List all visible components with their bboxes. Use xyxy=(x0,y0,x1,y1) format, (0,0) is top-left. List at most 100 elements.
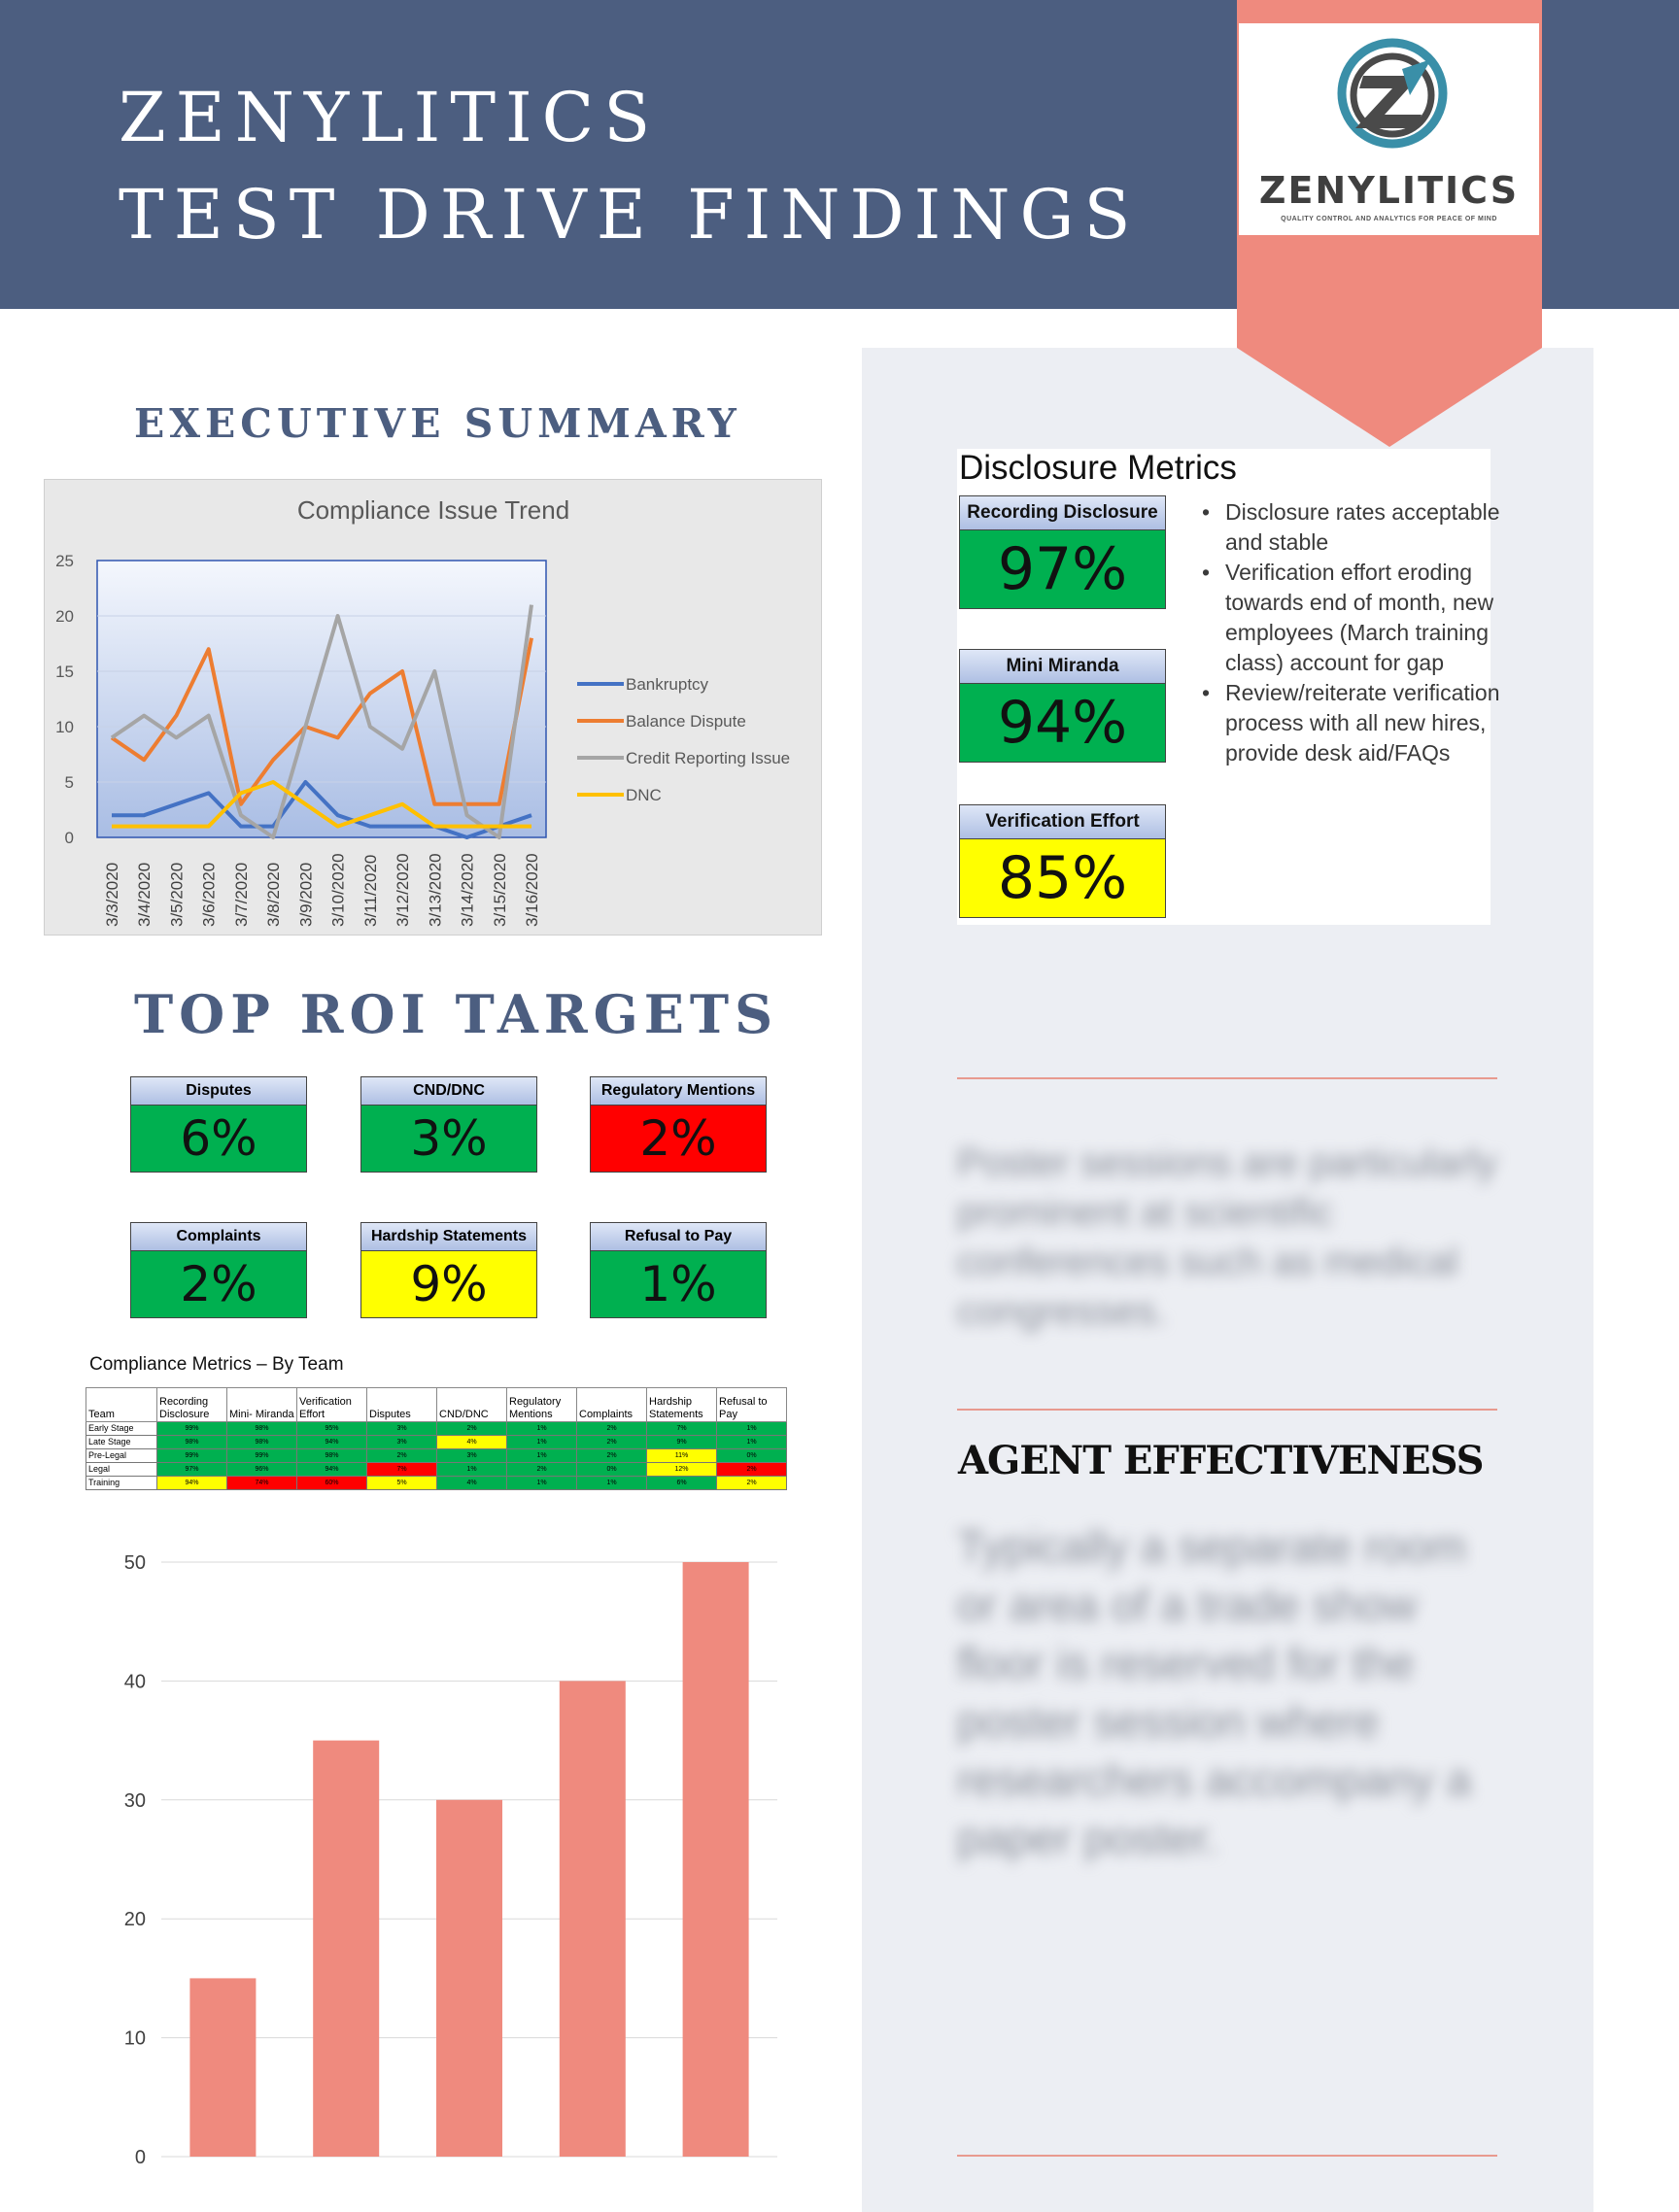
y-tick-label: 20 xyxy=(55,607,74,626)
metric-cell: 3% xyxy=(366,1435,437,1449)
x-tick-label: 3/7/2020 xyxy=(232,863,251,927)
metric-cell: 99% xyxy=(156,1448,227,1463)
y-tick-label: 20 xyxy=(124,1909,146,1930)
roi-value: 1% xyxy=(591,1251,766,1317)
top-roi-heading: TOP ROI TARGETS xyxy=(134,983,779,1045)
y-tick-label: 25 xyxy=(55,552,74,570)
metric-cell: 99% xyxy=(156,1421,227,1436)
metric-cell: 98% xyxy=(226,1435,297,1449)
metric-cell: 1% xyxy=(506,1421,577,1436)
roi-card-regulatory-mentions: Regulatory Mentions 2% xyxy=(590,1076,767,1173)
x-tick-label: 3/14/2020 xyxy=(459,853,477,927)
trend-chart-title: Compliance Issue Trend xyxy=(297,495,569,525)
x-tick-label: 3/9/2020 xyxy=(296,863,315,927)
metric-cell: 2% xyxy=(436,1421,507,1436)
series-line-balance-dispute xyxy=(110,637,533,806)
mini-miranda-card: Mini Miranda 94% xyxy=(959,649,1166,763)
metric-cell: 1% xyxy=(576,1476,647,1490)
metric-cell: 94% xyxy=(296,1462,367,1477)
column-header: Disputes xyxy=(366,1387,437,1422)
metric-cell: 96% xyxy=(226,1462,297,1477)
metric-cell: 1% xyxy=(716,1435,787,1449)
divider xyxy=(957,2155,1497,2157)
metric-cell: 7% xyxy=(646,1421,717,1436)
roi-label: Regulatory Mentions xyxy=(591,1077,766,1106)
column-header: Mini- Miranda xyxy=(226,1387,297,1422)
roi-label: Refusal to Pay xyxy=(591,1223,766,1251)
table-row: Early Stage 99% 98% 95% 3% 2% 1% 2% 7% 1% xyxy=(86,1421,787,1436)
metric-value: 97% xyxy=(960,530,1165,608)
team-metrics-title: Compliance Metrics – By Team xyxy=(89,1354,344,1375)
logo-wordmark: ZENYLITICS xyxy=(1258,169,1520,212)
metric-cell: 3% xyxy=(366,1421,437,1436)
team-name-cell: Pre-Legal xyxy=(86,1448,157,1463)
metric-cell: 5% xyxy=(366,1476,437,1490)
y-tick-label: 50 xyxy=(124,1552,146,1574)
bullet-item: Verification effort eroding towards end … xyxy=(1202,558,1517,678)
team-name-cell: Training xyxy=(86,1476,157,1490)
metric-cell: 6% xyxy=(646,1476,717,1490)
team-name-cell: Late Stage xyxy=(86,1435,157,1449)
roi-value: 2% xyxy=(591,1106,766,1172)
bar xyxy=(436,1799,502,2157)
roi-value: 9% xyxy=(361,1251,536,1317)
x-tick-label: 3/10/2020 xyxy=(329,853,348,927)
column-header: Team xyxy=(86,1387,157,1422)
x-tick-label: 3/6/2020 xyxy=(200,863,219,927)
metric-cell: 1% xyxy=(506,1435,577,1449)
column-header: Complaints xyxy=(576,1387,647,1422)
x-tick-label: 3/13/2020 xyxy=(426,853,444,927)
x-tick-label: 3/3/2020 xyxy=(103,863,121,927)
x-tick-label: 3/12/2020 xyxy=(394,853,412,927)
metric-cell: 2% xyxy=(716,1462,787,1477)
x-tick-label: 3/15/2020 xyxy=(491,853,509,927)
disclosure-metrics-title: Disclosure Metrics xyxy=(959,449,1237,487)
trend-chart-panel: Compliance Issue Trend 0 5 10 15 20 25 3/3/20… xyxy=(44,479,822,936)
bar-chart: 0 10 20 30 40 50 xyxy=(124,1552,777,2166)
metric-cell: 7% xyxy=(366,1462,437,1477)
metric-cell: 4% xyxy=(436,1435,507,1449)
metric-cell: 1% xyxy=(436,1462,507,1477)
metric-value: 94% xyxy=(960,684,1165,762)
team-name-cell: Early Stage xyxy=(86,1421,157,1436)
y-tick-label: 10 xyxy=(55,718,74,736)
legend-label: DNC xyxy=(626,786,662,804)
metric-cell: 9% xyxy=(646,1435,717,1449)
bar xyxy=(682,1562,749,2157)
metric-cell: 97% xyxy=(156,1462,227,1477)
column-header: Hardship Statements xyxy=(646,1387,717,1422)
column-header: Refusal to Pay xyxy=(716,1387,787,1422)
metric-cell: 2% xyxy=(576,1435,647,1449)
legend-label: Bankruptcy xyxy=(626,675,709,694)
roi-label: Hardship Statements xyxy=(361,1223,536,1251)
metric-cell: 2% xyxy=(576,1448,647,1463)
metric-cell: 2% xyxy=(506,1462,577,1477)
table-header-row: Team Recording Disclosure Mini- Miranda … xyxy=(86,1387,787,1422)
y-tick-label: 15 xyxy=(55,663,74,681)
metric-cell: 98% xyxy=(156,1435,227,1449)
roi-value: 6% xyxy=(131,1106,306,1172)
metric-cell: 4% xyxy=(436,1476,507,1490)
logo: ZENYLITICS QUALITY CONTROL AND ANALYTICS… xyxy=(1239,23,1539,235)
metric-cell: 74% xyxy=(226,1476,297,1490)
metric-cell: 60% xyxy=(296,1476,367,1490)
metric-cell: 2% xyxy=(716,1476,787,1490)
verification-effort-card: Verification Effort 85% xyxy=(959,804,1166,918)
trend-plot-area xyxy=(96,560,547,838)
metric-cell: 99% xyxy=(226,1448,297,1463)
x-tick-label: 3/11/2020 xyxy=(361,855,380,927)
bullet-item: Review/reiterate verification process wi… xyxy=(1202,678,1517,768)
recording-disclosure-card: Recording Disclosure 97% xyxy=(959,495,1166,609)
y-tick-label: 0 xyxy=(135,2147,146,2166)
metric-cell: 2% xyxy=(576,1421,647,1436)
team-name-cell: Legal xyxy=(86,1462,157,1477)
metric-cell: 0% xyxy=(716,1448,787,1463)
x-tick-label: 3/4/2020 xyxy=(135,863,154,927)
metric-cell: 98% xyxy=(226,1421,297,1436)
legend-label: Balance Dispute xyxy=(626,712,746,731)
disclosure-bullets: Disclosure rates acceptable and stable V… xyxy=(1202,497,1517,768)
bar xyxy=(313,1740,380,2157)
page-title-line2: TEST DRIVE FINDINGS xyxy=(119,175,1141,255)
metric-value: 85% xyxy=(960,839,1165,917)
y-tick-label: 0 xyxy=(65,829,74,847)
